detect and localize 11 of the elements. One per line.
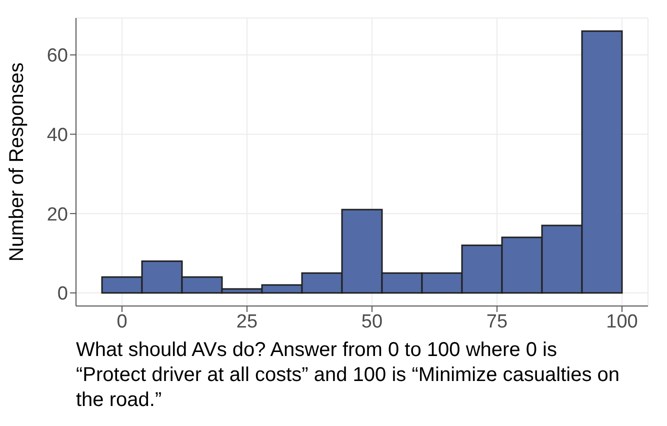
x-tick-label: 0: [116, 311, 128, 332]
y-axis-title: Number of Responses: [6, 62, 28, 262]
y-tick-label: 20: [46, 204, 68, 226]
y-tick-label: 40: [46, 124, 68, 146]
y-tick-label: 60: [46, 46, 68, 67]
x-axis-title: What should AVs do? Answer from 0 to 100 where 0 is “Protect driver at all costs” and 100 is “Minimize casualties on the road.”: [76, 338, 621, 413]
x-tick-label: 75: [486, 311, 508, 332]
x-tick-label: 25: [236, 311, 258, 332]
x-tick-label: 50: [361, 311, 383, 332]
x-tick-label: 100: [606, 311, 638, 332]
y-tick-label: 0: [57, 284, 68, 305]
